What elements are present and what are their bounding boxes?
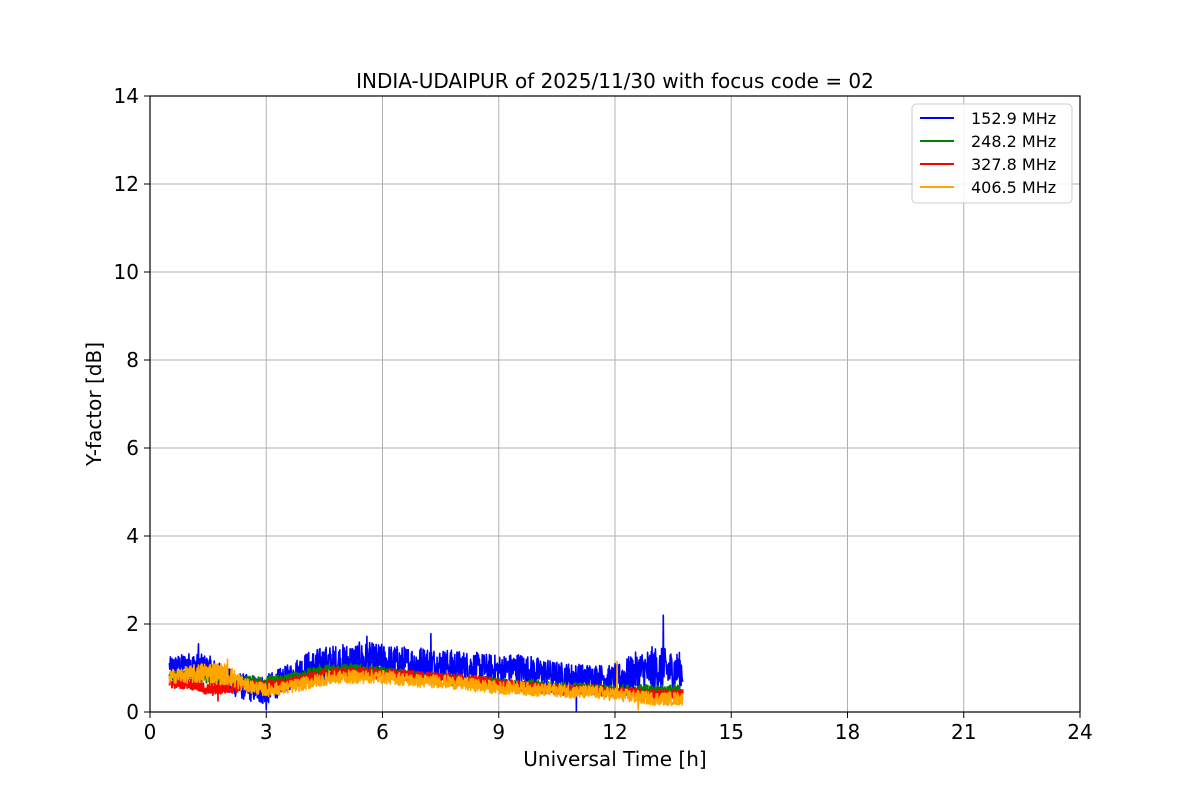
x-tick-label: 12 (602, 720, 627, 744)
y-tick-label: 10 (114, 260, 139, 284)
y-axis-label: Y-factor [dB] (82, 342, 106, 467)
x-tick-label: 21 (951, 720, 976, 744)
x-axis-label: Universal Time [h] (523, 747, 706, 771)
y-tick-label: 2 (126, 612, 139, 636)
grid-lines (150, 96, 1080, 712)
legend-entry-label: 152.9 MHz (971, 109, 1056, 128)
y-tick-label: 6 (126, 436, 139, 460)
legend-entry-label: 327.8 MHz (971, 155, 1056, 174)
x-tick-label: 3 (260, 720, 273, 744)
legend-entry-label: 248.2 MHz (971, 132, 1056, 151)
y-tick-label: 4 (126, 524, 139, 548)
series-line-4 (168, 658, 684, 711)
x-tick-label: 24 (1067, 720, 1092, 744)
x-tick-label: 0 (144, 720, 157, 744)
legend-box (911, 103, 1073, 204)
legend: 152.9 MHz 248.2 MHz 327.8 MHz 406.5 MHz (911, 103, 1073, 204)
x-tick-label: 18 (835, 720, 860, 744)
x-tick-label: 15 (719, 720, 744, 744)
y-tick-label: 8 (126, 348, 139, 372)
series-layer (168, 614, 684, 712)
y-tick-label: 0 (126, 700, 139, 724)
x-tick-label: 6 (376, 720, 389, 744)
y-tick-label: 12 (114, 172, 139, 196)
chart-title: INDIA-UDAIPUR of 2025/11/30 with focus c… (356, 69, 874, 93)
legend-entry-label: 406.5 MHz (971, 178, 1056, 197)
y-tick-label: 14 (114, 84, 139, 108)
x-tick-label: 9 (492, 720, 505, 744)
x-axis-ticks: 0 3 6 9 12 15 18 21 24 (144, 712, 1093, 744)
y-axis-ticks: 0 2 4 6 8 10 12 14 (114, 84, 150, 724)
